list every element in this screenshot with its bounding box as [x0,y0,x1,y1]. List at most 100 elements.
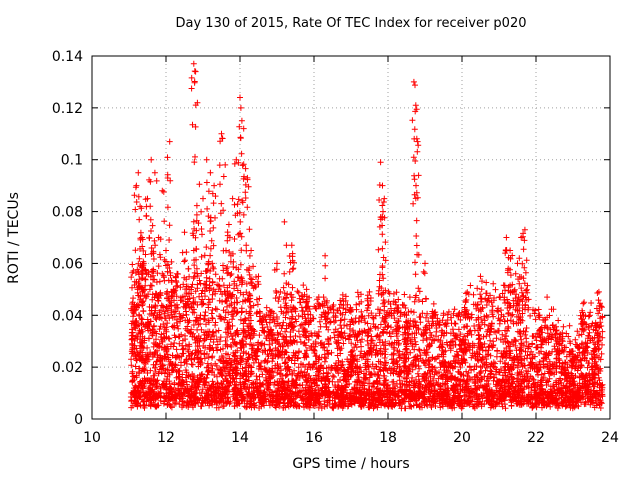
streak-point [255,281,262,288]
streak-point [203,334,210,341]
streak-point [198,226,205,232]
streak-point [203,179,210,186]
streak-point [205,267,211,273]
streak-point [515,320,522,326]
streak-point [401,323,408,330]
y-tick-label: 0.14 [52,49,83,65]
streak-point [242,317,249,324]
streak-point [240,348,247,355]
streak-point [239,356,246,362]
streak-point [513,291,520,298]
streak-point [235,159,242,166]
streak-point [148,228,154,234]
streak-point [140,247,147,254]
streak-point [595,331,602,338]
streak-point [411,298,418,305]
streak-point [502,327,509,334]
streak-point [138,270,145,276]
streak-point [478,298,485,305]
streak-point [231,236,238,242]
streak-point [487,352,494,359]
streak-point [412,108,419,115]
streak-point [521,355,528,362]
streak-point [364,305,371,311]
streak-point [275,341,282,348]
streak-point [518,285,525,292]
streak-point [522,331,529,338]
streak-point [164,312,171,319]
streak-point [141,337,148,344]
streak-point [324,297,330,304]
streak-point [375,333,382,340]
streak-point [132,335,139,342]
streak-point [478,356,485,363]
streak-point [274,329,281,336]
data-point [410,78,417,85]
streak-point [543,339,550,346]
streak-point [193,227,200,234]
streak-point [209,260,216,267]
streak-point [205,188,212,195]
streak-point [138,298,145,305]
streak-point [244,204,251,211]
streak-point [167,269,174,276]
streak-point [156,309,163,316]
streak-point [138,275,145,282]
streak-point [188,361,195,368]
streak-point [135,260,142,267]
streak-point [152,242,159,249]
streak-point [521,237,528,244]
streak-point [489,303,496,310]
streak-point [413,292,420,299]
streak-point [364,356,371,363]
streak-point [283,242,290,249]
x-tick-label: 16 [305,430,323,446]
streak-point [461,333,468,340]
streak-point [289,284,296,291]
streak-point [182,257,188,264]
streak-point [591,334,598,341]
streak-point [195,321,202,328]
streak-point [323,355,329,362]
streak-point [595,310,602,317]
streak-point [247,303,254,310]
data-point [288,242,295,249]
data-points [127,60,606,412]
streak-point [236,339,243,346]
streak-point [207,252,214,259]
streak-point [154,270,161,277]
streak-point [380,300,387,307]
streak-point [204,350,210,357]
streak-point [594,290,601,296]
streak-point [164,295,171,302]
streak-point [221,288,228,295]
streak-point [235,196,242,203]
data-point [379,182,386,189]
streak-point [219,298,226,305]
streak-point [194,281,201,288]
x-tick-label: 18 [379,430,397,446]
streak-point [227,258,234,265]
streak-point [546,334,553,341]
streak-point [193,317,200,324]
streak-point [516,297,523,303]
streak-point [160,321,167,328]
data-point [233,156,240,163]
streak-point [554,351,561,358]
streak-point [282,328,289,335]
streak-point [245,314,252,321]
streak-point [230,264,237,270]
streak-point [192,339,199,346]
streak-point [366,348,372,355]
streak-point [205,328,211,335]
streak-point [161,256,168,263]
streak-point [172,334,179,341]
streak-point [442,347,449,354]
streak-point [223,357,230,364]
streak-point [242,195,249,201]
streak-point [323,323,330,330]
streak-point [207,228,214,234]
streak-point [282,300,289,307]
streak-point [581,326,588,333]
streak-point [208,237,215,244]
